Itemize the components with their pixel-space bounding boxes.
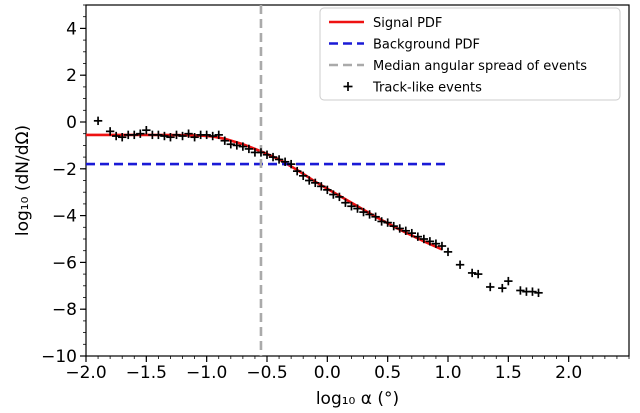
event-point bbox=[407, 228, 416, 238]
y-tick-label: 4 bbox=[66, 19, 77, 39]
event-point bbox=[359, 207, 368, 217]
x-tick-label: 0.0 bbox=[314, 363, 341, 383]
y-tick-label: −10 bbox=[41, 347, 77, 367]
event-point bbox=[504, 276, 513, 286]
event-point bbox=[413, 232, 423, 241]
event-point bbox=[280, 157, 290, 166]
event-point bbox=[377, 217, 386, 226]
y-tick-label: 0 bbox=[66, 113, 77, 133]
y-tick-label: −2 bbox=[52, 160, 77, 180]
event-point bbox=[437, 241, 447, 251]
event-point bbox=[365, 210, 374, 219]
event-point bbox=[130, 130, 139, 140]
event-point bbox=[166, 133, 175, 142]
event-point bbox=[142, 125, 151, 135]
event-point bbox=[311, 178, 320, 188]
event-point bbox=[467, 268, 477, 278]
event-point bbox=[473, 269, 483, 279]
legend-label-background-pdf: Background PDF bbox=[373, 38, 480, 53]
event-point bbox=[371, 212, 380, 221]
event-point bbox=[190, 133, 199, 142]
event-point bbox=[443, 247, 453, 257]
event-point bbox=[383, 218, 392, 227]
event-point bbox=[220, 136, 229, 145]
event-point bbox=[486, 282, 495, 292]
event-point bbox=[208, 131, 217, 141]
event-point bbox=[154, 130, 163, 140]
legend-marker-track-like-events bbox=[343, 82, 353, 91]
event-point bbox=[238, 142, 248, 151]
event-point bbox=[286, 159, 296, 169]
event-point bbox=[395, 224, 404, 233]
y-tick-label: −6 bbox=[52, 253, 77, 273]
legend-label-signal-pdf: Signal PDF bbox=[373, 16, 442, 31]
event-point bbox=[226, 140, 235, 149]
event-point bbox=[214, 130, 223, 140]
event-point bbox=[202, 130, 211, 140]
x-tick-label: 2.0 bbox=[555, 363, 582, 383]
event-point bbox=[389, 221, 398, 231]
event-point bbox=[178, 131, 187, 141]
event-point bbox=[347, 202, 356, 211]
x-tick-label: −1.0 bbox=[186, 363, 227, 383]
x-tick-label: 1.0 bbox=[434, 363, 461, 383]
event-point bbox=[401, 226, 410, 236]
event-point bbox=[93, 116, 103, 126]
event-point bbox=[118, 133, 127, 142]
event-point bbox=[317, 182, 326, 191]
x-tick-label: −0.5 bbox=[246, 363, 287, 383]
event-point bbox=[268, 152, 278, 162]
event-point bbox=[256, 148, 266, 157]
event-point bbox=[455, 260, 465, 269]
event-point bbox=[528, 287, 537, 296]
x-tick-label: −1.5 bbox=[126, 363, 167, 383]
event-point bbox=[305, 176, 314, 185]
event-point bbox=[341, 198, 350, 207]
event-point bbox=[111, 131, 121, 141]
y-tick-label: 2 bbox=[66, 66, 77, 86]
event-point bbox=[534, 288, 543, 298]
x-tick-label: −2.0 bbox=[65, 363, 106, 383]
event-point bbox=[323, 185, 332, 195]
event-point bbox=[299, 171, 308, 181]
event-point bbox=[425, 237, 435, 246]
event-point bbox=[184, 129, 193, 138]
legend-box bbox=[319, 7, 621, 101]
y-tick-label: −4 bbox=[52, 207, 77, 227]
ticks: −2.0 −1.5 −1.0 −0.5 0.0 0.5 1.0 1.5 2.0 −10 −8 −6 −4… bbox=[41, 4, 630, 383]
event-point bbox=[172, 130, 181, 140]
event-point bbox=[262, 150, 272, 159]
y-axis-label: log₁₀ (dN/dΩ) bbox=[13, 125, 33, 236]
event-point bbox=[292, 166, 302, 176]
marks bbox=[86, 5, 543, 356]
event-point bbox=[136, 129, 145, 138]
x-axis-label: log₁₀ α (°) bbox=[316, 389, 399, 409]
event-point bbox=[232, 141, 242, 150]
event-point bbox=[335, 192, 344, 202]
event-point bbox=[329, 190, 338, 199]
event-point bbox=[160, 131, 169, 141]
event-point bbox=[419, 234, 429, 244]
legend-label-track-like-events: Track-like events bbox=[372, 81, 482, 96]
event-point bbox=[431, 239, 441, 248]
event-point bbox=[498, 283, 507, 293]
x-tick-label: 0.5 bbox=[374, 363, 401, 383]
event-point bbox=[274, 155, 284, 164]
x-tick-label: 1.5 bbox=[495, 363, 522, 383]
event-point bbox=[353, 204, 362, 213]
legend-label-median-angular-spread-of-events: Median angular spread of events bbox=[373, 59, 587, 74]
event-point bbox=[105, 127, 115, 136]
y-tick-label: −8 bbox=[52, 300, 77, 320]
event-point bbox=[516, 286, 525, 295]
legend: Signal PDF Background PDF Median angular s… bbox=[319, 7, 621, 101]
event-point bbox=[244, 144, 254, 154]
